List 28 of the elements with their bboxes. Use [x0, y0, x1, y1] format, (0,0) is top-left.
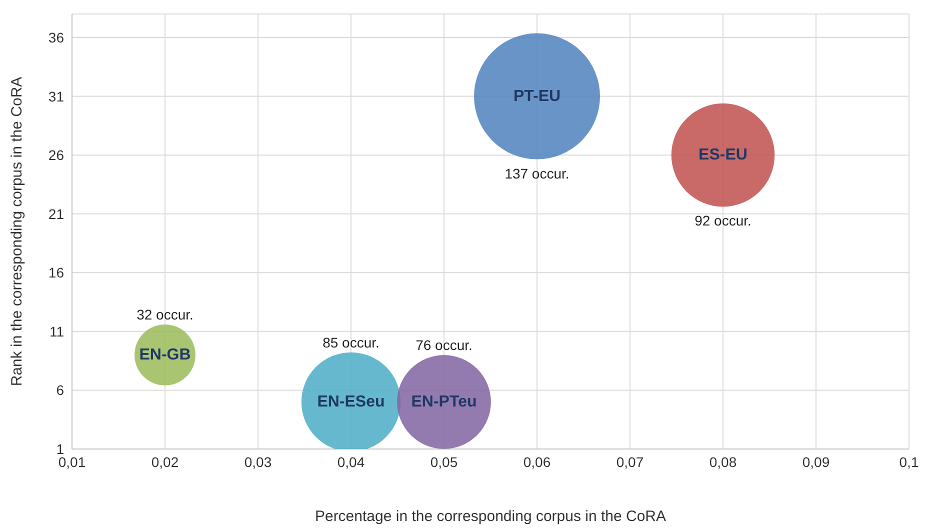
y-axis-title: Rank in the corresponding corpus in the CoRA	[8, 76, 26, 386]
y-tick-label: 26	[48, 147, 64, 164]
x-tick-label: 0,06	[523, 454, 551, 470]
x-tick-label: 0,03	[244, 454, 272, 470]
x-tick-label: 0,09	[802, 454, 830, 470]
x-tick-label: 0,07	[616, 454, 644, 470]
y-tick-label: 21	[48, 206, 64, 222]
x-axis-title: Percentage in the corresponding corpus in the CoRA	[314, 508, 666, 525]
annotation: 76 occur.	[416, 337, 472, 354]
x-tick-label: 0,02	[151, 454, 179, 470]
x-tick-label: 0,08	[709, 454, 737, 470]
x-tick-label: 0,04	[337, 454, 365, 470]
series-label: ES-EU	[698, 146, 748, 164]
series-label: PT-EU	[513, 88, 561, 105]
annotation: 137 occur.	[504, 165, 570, 182]
x-tick-label: 0,1	[899, 454, 919, 470]
y-tick-label: 11	[49, 323, 64, 340]
series-label: EN-ESeu	[317, 393, 385, 410]
y-tick-label: 36	[48, 29, 64, 46]
annotation: 85 occur.	[322, 334, 380, 350]
series-label: EN-PTeu	[411, 393, 477, 410]
y-tick-label: 16	[48, 264, 64, 281]
series-label: EN-GB	[139, 346, 191, 364]
y-tick-label: 31	[48, 88, 64, 104]
y-tick-label: 6	[56, 382, 64, 398]
annotation: 32 occur.	[136, 306, 194, 322]
annotation: 92 occur.	[694, 212, 752, 229]
x-tick-label: 0,05	[430, 454, 458, 470]
